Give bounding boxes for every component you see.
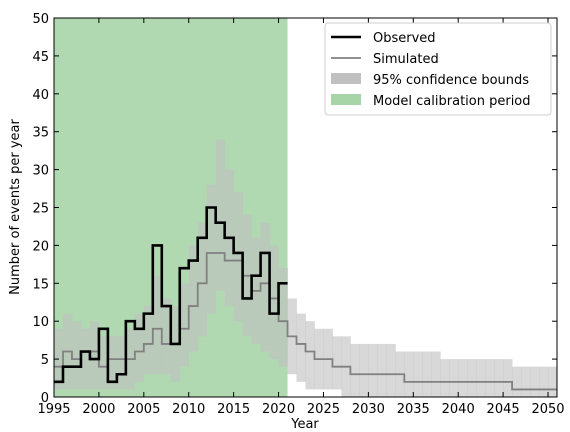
confidence-bound-2046 (512, 366, 522, 397)
x-tick-label-2020: 2020 (262, 402, 295, 417)
confidence-bound-2026 (332, 336, 342, 390)
confidence-bound-2020 (278, 268, 288, 367)
confidence-bound-2002 (116, 336, 127, 390)
confidence-bound-2032 (386, 343, 396, 397)
confidence-bound-2041 (467, 359, 477, 397)
confidence-bound-2011 (197, 222, 208, 337)
legend-frame (324, 22, 552, 116)
confidence-bound-2022 (296, 313, 306, 382)
y-tick-label-0: 0 (41, 391, 49, 406)
x-tick-label-2015: 2015 (217, 402, 250, 417)
y-tick-label-20: 20 (32, 239, 49, 254)
confidence-bound-2039 (449, 359, 459, 397)
confidence-bound-2004 (134, 313, 145, 382)
y-tick-label-40: 40 (32, 88, 49, 103)
y-tick-label-35: 35 (32, 126, 49, 141)
confidence-bound-2038 (440, 359, 450, 397)
confidence-bound-2034 (404, 351, 414, 397)
observed-series-line (54, 206, 288, 384)
y-tick-label-15: 15 (32, 277, 49, 292)
confidence-bound-2028 (350, 343, 360, 397)
confidence-bound-2012 (206, 184, 217, 314)
confidence-bound-2030 (368, 343, 378, 397)
confidence-bound-2050 (548, 366, 558, 397)
confidence-bound-2015 (233, 192, 244, 322)
confidence-bound-1997 (71, 321, 82, 390)
legend-simulated-label: Simulated (373, 52, 439, 67)
confidence-bound-2043 (485, 359, 495, 397)
legend-confidence-swatch (331, 73, 361, 84)
confidence-bound-2019 (269, 245, 279, 360)
confidence-bound-2001 (107, 336, 118, 390)
y-tick-label-45: 45 (32, 50, 49, 65)
confidence-bound-2006 (152, 275, 163, 375)
confidence-bound-2010 (188, 245, 199, 352)
confidence-bound-2029 (359, 343, 369, 397)
confidence-bound-2048 (530, 366, 540, 397)
confidence-bound-2042 (476, 359, 486, 397)
x-tick-label-2050: 2050 (531, 402, 564, 417)
confidence-bound-2037 (431, 351, 441, 397)
confidence-bound-1999 (89, 321, 100, 390)
x-tick-label-2040: 2040 (442, 402, 475, 417)
confidence-bound-1998 (80, 328, 91, 390)
x-axis-title: Year (290, 417, 319, 432)
confidence-bound-2049 (539, 366, 549, 397)
x-tick-label-2025: 2025 (307, 402, 340, 417)
legend: Observed Simulated 95% confidence bounds… (324, 22, 552, 116)
x-tick-label-2035: 2035 (397, 402, 430, 417)
confidence-bound-2005 (143, 306, 154, 375)
legend-observed-label: Observed (373, 31, 436, 46)
confidence-bound-2045 (503, 359, 513, 397)
confidence-bound-2007 (161, 298, 172, 375)
y-tick-label-50: 50 (32, 12, 49, 27)
y-tick-label-25: 25 (32, 202, 49, 217)
confidence-bound-2044 (494, 359, 504, 397)
legend-calibration-label: Model calibration period (373, 94, 531, 109)
x-tick-label-2010: 2010 (172, 402, 205, 417)
legend-confidence-label: 95% confidence bounds (373, 73, 529, 88)
confidence-bound-2047 (521, 366, 531, 397)
legend-calibration-swatch (331, 94, 361, 105)
x-tick-label-2000: 2000 (82, 402, 115, 417)
y-tick-label-5: 5 (41, 353, 49, 368)
x-tick-label-2005: 2005 (127, 402, 160, 417)
y-axis-title: Number of events per year (8, 119, 23, 295)
confidence-bound-2000 (98, 336, 109, 390)
confidence-bound-2031 (377, 343, 387, 397)
y-axis: 0 5 10 15 20 25 30 35 40 45 50 (32, 12, 557, 406)
confidence-bound-2040 (458, 359, 468, 397)
confidence-bound-2018 (260, 222, 270, 352)
x-tick-label-2045: 2045 (487, 402, 520, 417)
confidence-bound-2036 (422, 351, 432, 397)
y-tick-label-10: 10 (32, 315, 49, 330)
x-axis: 1995 2000 2005 2010 2015 2020 2025 2030 2035 2040… (37, 18, 565, 417)
confidence-bound-2013 (215, 139, 226, 291)
y-tick-label-30: 30 (32, 164, 49, 179)
confidence-bound-2009 (179, 283, 190, 367)
x-tick-label-1995: 1995 (37, 402, 70, 417)
confidence-bound-2023 (305, 321, 315, 390)
observed-layer (54, 206, 288, 384)
confidence-bound-2035 (413, 351, 423, 397)
x-tick-label-2030: 2030 (352, 402, 385, 417)
